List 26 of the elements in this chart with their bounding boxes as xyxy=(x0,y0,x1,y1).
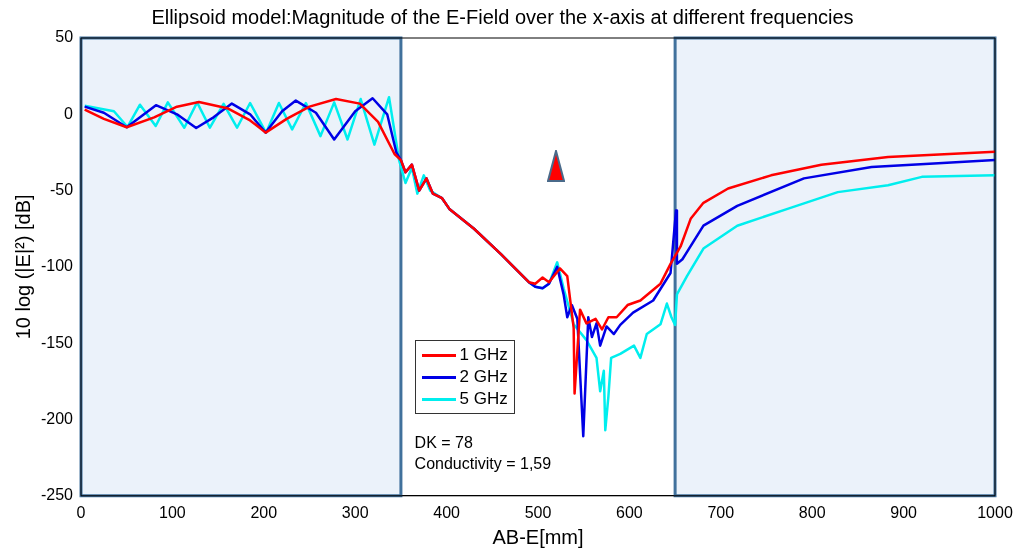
legend-label: 5 GHz xyxy=(459,389,508,410)
x-tick-label: 700 xyxy=(707,503,735,521)
x-tick-label: 0 xyxy=(76,503,86,521)
x-tick-label: 100 xyxy=(159,503,186,521)
y-tick-label: -200 xyxy=(40,409,74,427)
y-tick-label: 50 xyxy=(55,28,74,46)
x-tick-label: 500 xyxy=(524,503,552,521)
x-axis-title: AB-E[mm] xyxy=(492,525,584,548)
legend-label: 2 GHz xyxy=(459,367,508,388)
x-tick-label: 200 xyxy=(250,503,278,521)
y-tick-label: -50 xyxy=(49,181,74,199)
x-tick-label: 400 xyxy=(433,503,461,521)
annotation: Conductivity = 1,59 xyxy=(414,453,552,474)
x-tick-label: 1000 xyxy=(977,503,1013,521)
y-tick-label: -100 xyxy=(40,257,74,275)
y-tick-label: -250 xyxy=(40,486,74,504)
x-tick-label: 800 xyxy=(798,503,826,521)
x-tick-label: 300 xyxy=(341,503,369,521)
x-tick-label: 900 xyxy=(890,503,918,521)
y-tick-label: 0 xyxy=(64,104,74,122)
y-tick-label: -150 xyxy=(40,333,74,351)
x-tick-label: 600 xyxy=(616,503,643,521)
annotation: DK = 78 xyxy=(414,432,474,453)
legend-label: 1 GHz xyxy=(459,345,508,366)
chart-title: Ellipsoid model:Magnitude of the E-Field over the x-axis at different frequencies xyxy=(151,5,854,28)
y-axis-title: 10 log (|E|²) [dB] xyxy=(11,194,34,340)
